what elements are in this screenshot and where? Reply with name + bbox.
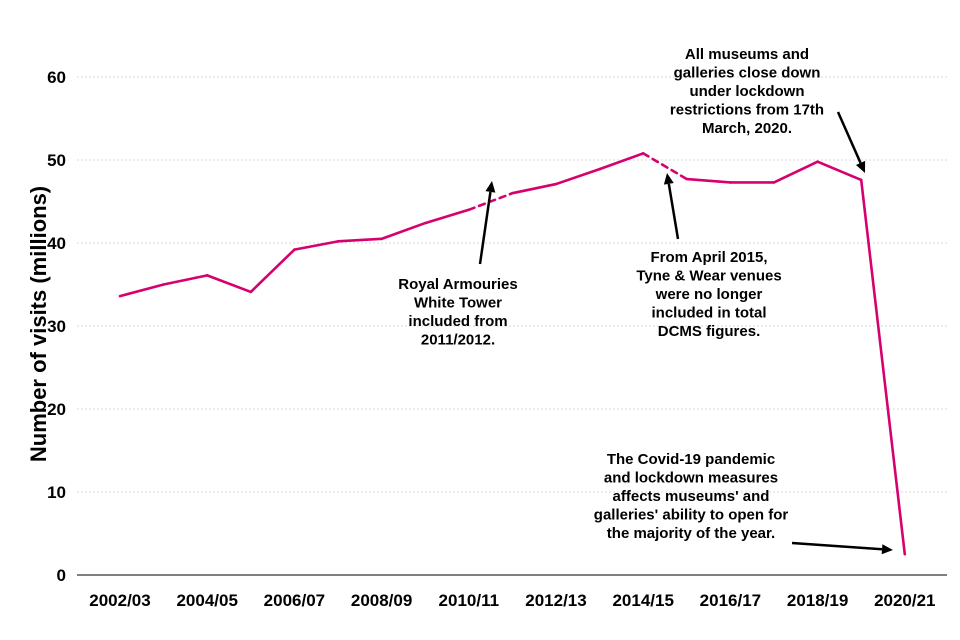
arrow-head xyxy=(881,544,893,555)
y-tick-label: 30 xyxy=(47,317,66,336)
arrow-shaft xyxy=(836,111,862,164)
series-segment xyxy=(293,240,340,251)
arrow-shaft xyxy=(667,183,680,240)
series-segment xyxy=(816,160,863,182)
y-tick-label: 40 xyxy=(47,234,66,253)
series-segment xyxy=(336,237,383,243)
x-tick-label: 2010/11 xyxy=(439,591,500,610)
x-tick-label: 2014/15 xyxy=(612,591,673,610)
series-segment xyxy=(685,177,732,184)
y-tick-label: 60 xyxy=(47,68,66,87)
series-segment xyxy=(772,160,819,184)
x-tick-label: 2008/09 xyxy=(351,591,412,610)
annotations: Royal Armouries White Tower included from 2… xyxy=(398,46,824,542)
series-segment xyxy=(598,152,645,171)
x-tick-label: 2016/17 xyxy=(700,591,761,610)
x-tick-label: 2002/03 xyxy=(89,591,150,610)
y-tick-label: 10 xyxy=(47,483,66,502)
annotation-text: The Covid-19 pandemic and lockdown measur… xyxy=(594,451,789,542)
x-tick-label: 2012/13 xyxy=(525,591,586,610)
arrow-shaft xyxy=(791,541,883,551)
x-tick-label: 2018/19 xyxy=(787,591,848,610)
arrow-shaft xyxy=(478,191,492,265)
x-tick-label: 2020/21 xyxy=(874,591,935,610)
arrow-head xyxy=(855,160,866,173)
annotation-arrows xyxy=(478,111,893,555)
series-segment xyxy=(423,208,471,225)
annotation-text: From April 2015, Tyne & Wear venues were n… xyxy=(636,249,781,340)
gridlines xyxy=(77,76,947,576)
series-segment xyxy=(511,182,558,195)
x-tick-label: 2004/05 xyxy=(176,591,237,610)
arrow-head xyxy=(485,181,496,193)
y-axis-ticks: 0 10 20 30 40 50 60 xyxy=(47,68,66,585)
series-segment xyxy=(380,221,427,241)
arrow-head xyxy=(663,173,674,185)
annotation-text: Royal Armouries White Tower included from 2… xyxy=(398,276,517,349)
series-segment xyxy=(118,283,165,298)
series-segment xyxy=(249,248,296,294)
series-segment-dashed xyxy=(641,152,689,181)
annotation-text: All museums and galleries close down under… xyxy=(670,46,824,137)
series-segment xyxy=(554,167,601,186)
y-axis-label: Number of visits (millions) xyxy=(26,186,51,462)
series-segment xyxy=(205,274,253,294)
x-axis-ticks: 2002/03 2004/05 2006/07 2008/09 2010/11 2012/… xyxy=(89,591,935,610)
y-tick-label: 50 xyxy=(47,151,66,170)
series-visits xyxy=(118,152,907,556)
y-tick-label: 0 xyxy=(57,566,66,585)
series-segment xyxy=(162,274,209,286)
y-tick-label: 20 xyxy=(47,400,66,419)
x-tick-label: 2006/07 xyxy=(264,591,325,610)
series-segment-dashed xyxy=(467,191,514,212)
series-segment xyxy=(859,178,907,556)
